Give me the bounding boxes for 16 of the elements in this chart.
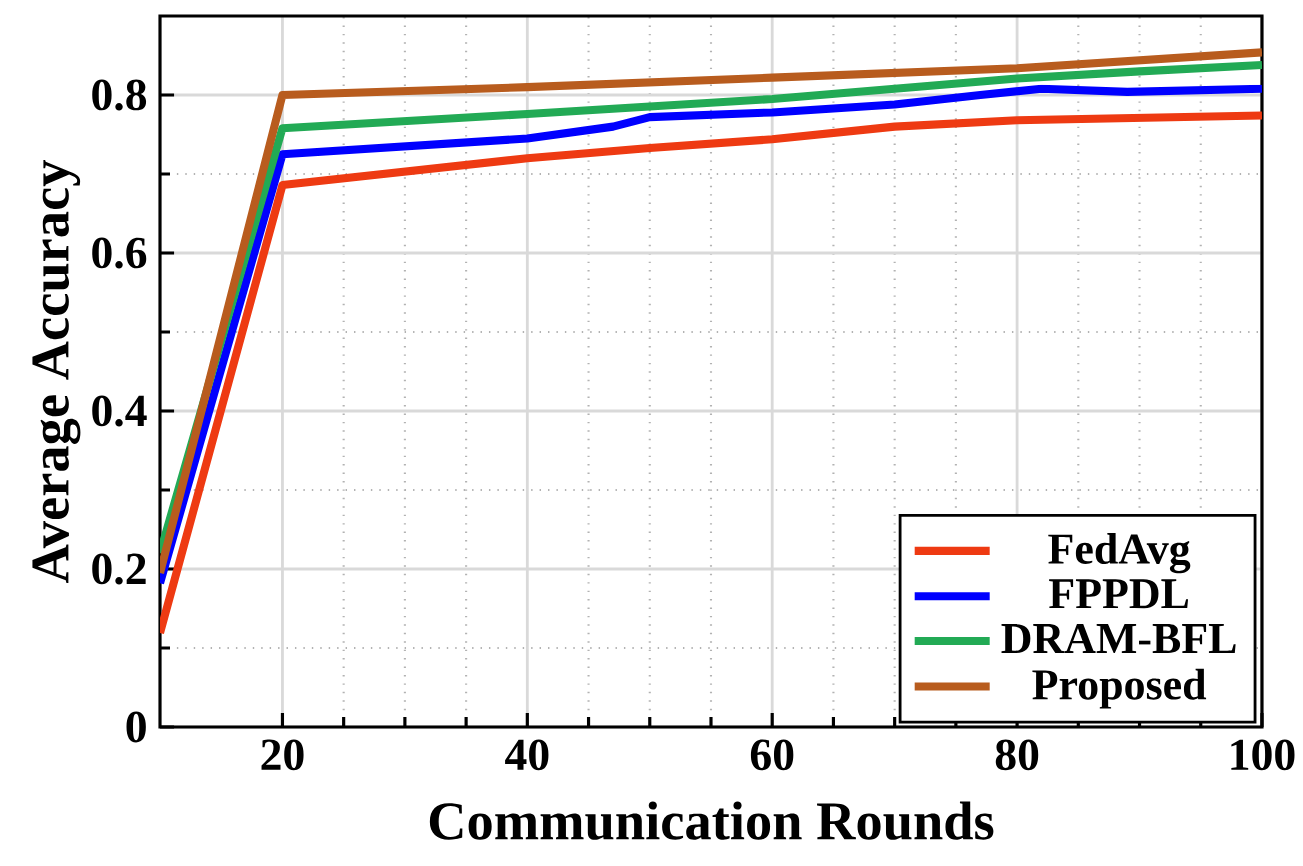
x-axis-title: Communication Rounds xyxy=(429,801,994,840)
y-tick-label: 0 xyxy=(126,711,146,743)
y-tick-label: 0.8 xyxy=(92,79,147,111)
x-tick-label: 20 xyxy=(261,739,304,771)
x-tick-label: 80 xyxy=(995,739,1039,771)
y-tick-label: 0.4 xyxy=(92,395,147,427)
x-tick-label: 60 xyxy=(750,739,794,771)
y-tick-label: 0.2 xyxy=(92,553,146,585)
legend-label: Proposed xyxy=(1032,668,1207,709)
x-tick-label: 40 xyxy=(505,739,549,771)
legend-label: FPPDL xyxy=(1049,579,1189,609)
y-tick-label: 0.6 xyxy=(92,237,147,269)
y-axis-title: Average Accuracy xyxy=(32,160,81,583)
legend-label: DRAM-BFL xyxy=(1001,623,1236,653)
legend-label: FedAvg xyxy=(1048,533,1191,574)
x-tick-label: 100 xyxy=(1231,739,1295,771)
